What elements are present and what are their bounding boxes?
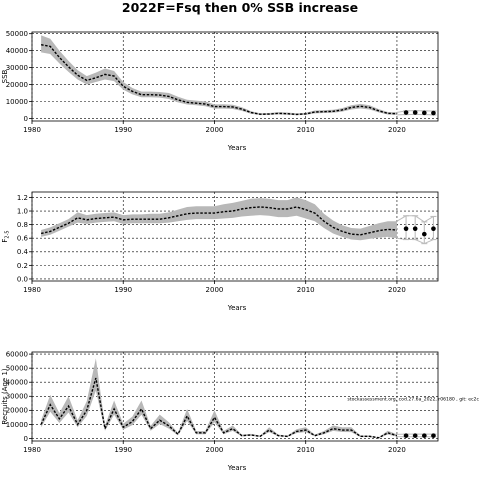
fishing-mortality-panel: 1980 1990 2000 2010 2020 0.0 0.2 0.4 0.6 0.8 1.0 1.… [1, 191, 439, 312]
figure-title: 2022F=Fsq then 0% SSB increase [122, 0, 358, 15]
y-tick-label: 10000 [6, 98, 28, 106]
y-tick-label: 1.0 [17, 207, 28, 215]
x-axis-label: Years [227, 304, 247, 312]
estimate-line [40, 44, 397, 116]
confidence-band [41, 197, 397, 241]
y-tick-label: 50000 [6, 30, 28, 38]
forecast-point [403, 110, 409, 115]
x-tick-label: 2020 [388, 126, 406, 134]
estimate-line [40, 206, 397, 236]
x-tick-label: 2020 [388, 286, 406, 294]
forecast-point [422, 231, 427, 237]
y-tick-label: 0 [24, 115, 28, 123]
x-tick-label: 2000 [206, 446, 224, 454]
forecast-point [431, 226, 436, 231]
plot-frame [31, 191, 439, 282]
y-tick-label: 20000 [6, 81, 28, 89]
forecast-point [431, 433, 436, 438]
y-axis-label: F2-5 [1, 230, 11, 242]
forecast-point [412, 433, 418, 438]
x-tick-label: 2010 [297, 286, 315, 294]
y-tick-label: 0 [24, 435, 28, 443]
forecast-point [422, 110, 427, 116]
x-tick-label: 2010 [297, 446, 315, 454]
y-tick-label: 0.2 [17, 262, 28, 270]
y-tick-label: 1.2 [17, 194, 28, 202]
x-tick-label: 2000 [206, 126, 224, 134]
x-tick-label: 1990 [114, 446, 132, 454]
ssb-panel: 1980 1990 2000 2010 2020 0 10000 20000 30000 4000… [1, 30, 439, 152]
forecast-point [412, 226, 418, 231]
y-tick-label: 0.8 [17, 221, 28, 229]
forecast-point [422, 433, 427, 438]
source-note: stockassessment.org, cod.27.6a_2022, r06… [347, 397, 479, 403]
x-tick-label: 1980 [23, 126, 41, 134]
y-tick-label: 0.6 [17, 235, 29, 243]
y-tick-label: 0.0 [17, 275, 28, 283]
y-tick-label: 10000 [6, 421, 28, 429]
y-tick-label: 30000 [6, 393, 28, 401]
x-tick-label: 1990 [114, 126, 132, 134]
estimate-line [40, 377, 398, 439]
y-tick-label: 30000 [6, 64, 28, 72]
x-tick-label: 1990 [114, 286, 132, 294]
y-axis-label: SSB [1, 69, 9, 83]
x-axis-label: Years [227, 464, 247, 472]
y-tick-label: 50000 [6, 365, 28, 373]
forecast-point [412, 110, 418, 115]
y-tick-label: 40000 [6, 379, 28, 387]
y-tick-label: 20000 [6, 407, 28, 415]
recruitment-panel: 1980 1990 2000 2010 2020 0 10000 20000 30000 4000… [1, 351, 439, 472]
x-tick-label: 1980 [23, 446, 41, 454]
y-tick-label: 60000 [6, 351, 28, 359]
y-tick-label: 0.4 [17, 248, 29, 256]
y-axis-label: Recruits (Age 1) [1, 368, 9, 425]
y-axis-label-subscript: 2-5 [5, 230, 11, 238]
x-axis-label: Years [227, 144, 247, 152]
x-tick-label: 2000 [206, 286, 224, 294]
forecast-point [403, 226, 409, 231]
y-tick-label: 40000 [6, 47, 28, 55]
forecast-point [431, 110, 436, 116]
plot-frame [31, 31, 439, 122]
x-tick-label: 2020 [388, 446, 406, 454]
forecast-point [403, 433, 409, 438]
confidence-band [41, 35, 397, 116]
x-tick-label: 1980 [23, 286, 41, 294]
x-tick-label: 2010 [297, 126, 315, 134]
confidence-band [41, 358, 397, 439]
